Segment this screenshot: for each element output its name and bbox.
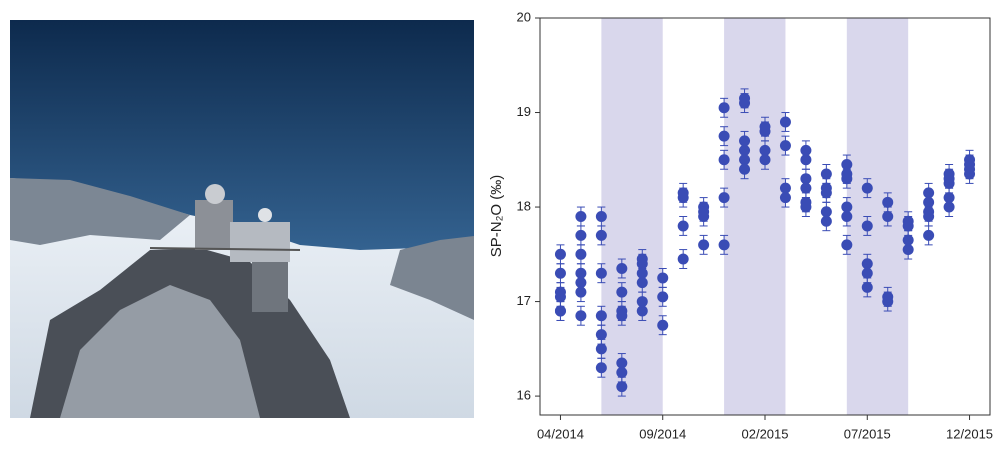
point [678,187,689,198]
point [596,343,607,354]
point [923,211,934,222]
point [555,268,566,279]
point [678,220,689,231]
point [882,197,893,208]
point [964,159,975,170]
x-tick-label: 12/2015 [946,426,993,441]
point [780,116,791,127]
point [780,140,791,151]
point [821,168,832,179]
point [616,287,627,298]
point [596,230,607,241]
point [575,211,586,222]
point [841,168,852,179]
point [739,98,750,109]
point [719,192,730,203]
point [862,183,873,194]
point [698,239,709,250]
point [616,310,627,321]
point [739,135,750,146]
point [616,381,627,392]
point [882,211,893,222]
point [555,306,566,317]
y-tick-label: 20 [517,9,531,24]
point [780,192,791,203]
point [739,164,750,175]
point [616,367,627,378]
point [719,239,730,250]
point [575,230,586,241]
chart: SP-N₂O (‰) 16 17 18 19 20 04/2014 09/2014 02/20… [488,9,993,441]
y-tick-label: 19 [517,104,531,119]
point [719,154,730,165]
point [760,121,771,132]
point [903,220,914,231]
point [760,145,771,156]
point [903,244,914,255]
point [596,211,607,222]
point [862,220,873,231]
point [637,296,648,307]
point [616,263,627,274]
point [841,239,852,250]
point [555,249,566,260]
point [800,197,811,208]
point [698,211,709,222]
point [841,202,852,213]
point [637,254,648,265]
point [678,254,689,265]
point [575,277,586,288]
point [719,102,730,113]
y-tick-label: 17 [517,293,531,308]
point [657,272,668,283]
x-tick-label: 09/2014 [639,426,686,441]
y-tick-label: 16 [517,388,531,403]
shaded-period [847,18,908,415]
point [657,320,668,331]
point [800,145,811,156]
photo [10,20,474,418]
x-tick-label: 02/2015 [742,426,789,441]
shaded-period [724,18,785,415]
point [596,310,607,321]
shaded-period [601,18,662,415]
x-tick-label: 04/2014 [537,426,584,441]
point [862,268,873,279]
point [862,282,873,293]
point [882,291,893,302]
point [821,206,832,217]
point [719,131,730,142]
point [657,291,668,302]
x-tick-label: 07/2015 [844,426,891,441]
point [596,329,607,340]
point [637,268,648,279]
point [821,187,832,198]
point [944,192,955,203]
point [800,173,811,184]
figure: SP-N₂O (‰) 16 17 18 19 20 04/2014 09/2014 02/20… [0,0,996,445]
y-axis-label: SP-N₂O (‰) [488,175,505,258]
point [923,230,934,241]
point [555,291,566,302]
y-tick-label: 18 [517,198,531,213]
point [575,310,586,321]
point [596,268,607,279]
point [575,249,586,260]
point [596,362,607,373]
point [944,168,955,179]
